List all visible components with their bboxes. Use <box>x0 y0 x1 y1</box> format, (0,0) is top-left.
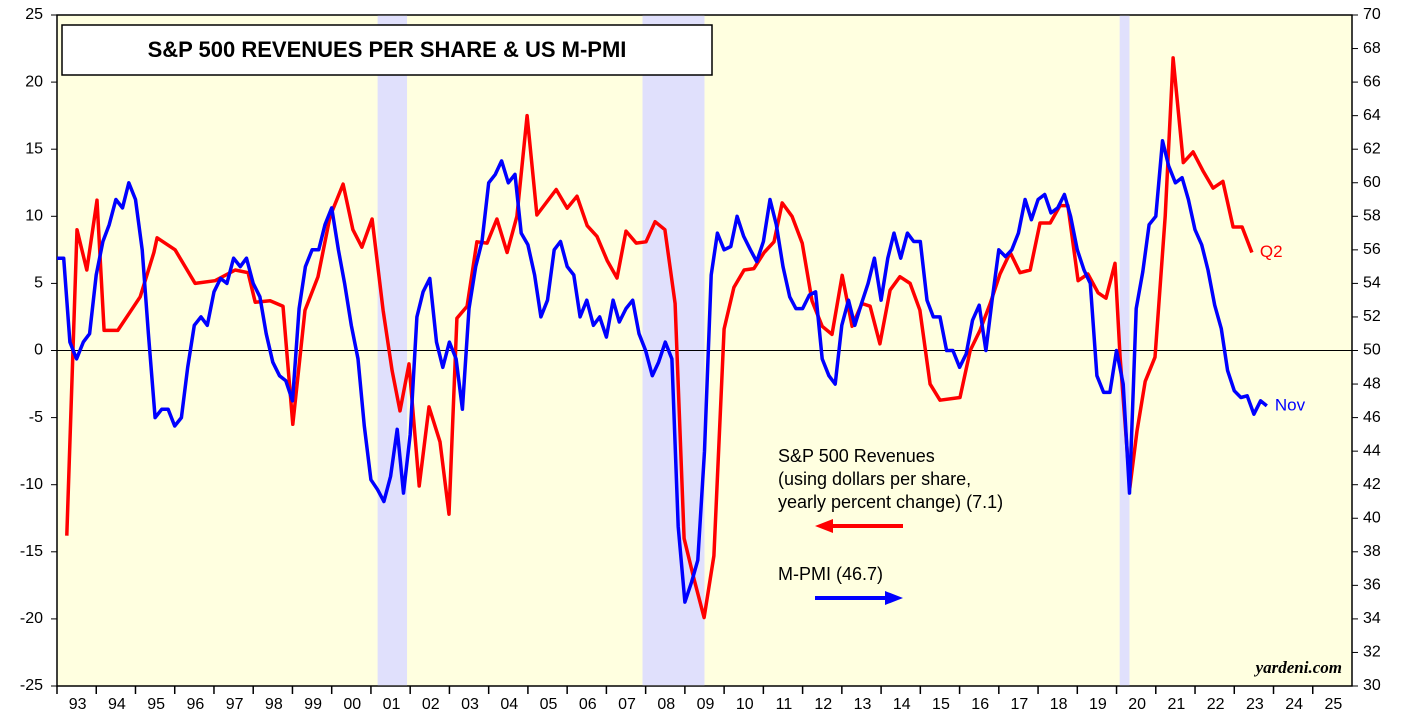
series-line <box>65 56 1254 620</box>
y2-tick-label: 66 <box>1363 73 1381 90</box>
y2-tick-label: 46 <box>1363 409 1381 426</box>
x-tick-label: 05 <box>540 696 558 713</box>
legend-label: M-PMI (46.7) <box>778 564 883 584</box>
y2-tick-label: 58 <box>1363 208 1381 225</box>
x-tick-label: 25 <box>1324 696 1342 713</box>
x-tick-label: 19 <box>1089 696 1107 713</box>
x-tick-label: 13 <box>854 696 872 713</box>
x-tick-label: 12 <box>814 696 832 713</box>
x-tick-label: 02 <box>422 696 440 713</box>
x-tick-label: 08 <box>657 696 675 713</box>
legend-label: yearly percent change) (7.1) <box>778 492 1003 512</box>
y-tick-label: -25 <box>20 677 43 694</box>
end-label: Q2 <box>1260 242 1283 261</box>
end-label: Nov <box>1275 395 1306 414</box>
x-tick-label: 95 <box>147 696 165 713</box>
y2-tick-label: 50 <box>1363 342 1381 359</box>
y-tick-label: 0 <box>34 342 43 359</box>
x-tick-label: 24 <box>1285 696 1303 713</box>
y-tick-label: 5 <box>34 275 43 292</box>
x-tick-label: 03 <box>461 696 479 713</box>
y2-tick-label: 40 <box>1363 509 1381 526</box>
y2-tick-label: 44 <box>1363 442 1381 459</box>
x-tick-label: 97 <box>226 696 244 713</box>
x-tick-label: 06 <box>579 696 597 713</box>
title-box <box>61 24 713 76</box>
y2-tick-label: 38 <box>1363 543 1381 560</box>
x-tick-label: 11 <box>776 696 793 713</box>
x-tick-label: 21 <box>1168 696 1186 713</box>
chart-title: S&P 500 REVENUES PER SHARE & US M-PMI <box>148 37 627 62</box>
x-tick-label: 22 <box>1207 696 1225 713</box>
x-tick-label: 18 <box>1050 696 1068 713</box>
y2-tick-label: 42 <box>1363 476 1381 493</box>
x-tick-label: 96 <box>186 696 204 713</box>
y-tick-label: 15 <box>25 140 43 157</box>
legend-arrowhead <box>885 591 903 605</box>
legend-label: (using dollars per share, <box>778 469 971 489</box>
x-tick-label: 23 <box>1246 696 1264 713</box>
x-tick-label: 15 <box>932 696 950 713</box>
x-tick-label: 09 <box>697 696 715 713</box>
x-tick-label: 17 <box>1011 696 1029 713</box>
legend-arrowhead <box>815 519 833 533</box>
series-line <box>57 139 1268 604</box>
x-tick-label: 16 <box>971 696 989 713</box>
y2-tick-label: 60 <box>1363 174 1381 191</box>
x-tick-label: 01 <box>383 696 401 713</box>
x-tick-label: 00 <box>343 696 361 713</box>
y-tick-label: -10 <box>20 476 43 493</box>
x-tick-label: 20 <box>1128 696 1146 713</box>
y-tick-label: 25 <box>25 6 43 23</box>
y2-tick-label: 34 <box>1363 610 1381 627</box>
x-tick-label: 10 <box>736 696 754 713</box>
watermark: yardeni.com <box>1254 658 1342 677</box>
y2-tick-label: 54 <box>1363 275 1381 292</box>
x-tick-label: 98 <box>265 696 283 713</box>
x-tick-label: 94 <box>108 696 126 713</box>
y2-tick-label: 62 <box>1363 140 1381 157</box>
y2-tick-label: 30 <box>1363 677 1381 694</box>
y-tick-label: -5 <box>29 409 43 426</box>
x-tick-label: 14 <box>893 696 911 713</box>
y2-tick-label: 52 <box>1363 308 1381 325</box>
x-tick-label: 99 <box>304 696 322 713</box>
y-tick-label: 10 <box>25 208 43 225</box>
y2-tick-label: 68 <box>1363 40 1381 57</box>
x-tick-label: 07 <box>618 696 636 713</box>
y-tick-label: -20 <box>20 610 43 627</box>
y2-tick-label: 64 <box>1363 107 1381 124</box>
y-tick-label: -15 <box>20 543 43 560</box>
y2-tick-label: 56 <box>1363 241 1381 258</box>
x-tick-label: 93 <box>69 696 87 713</box>
x-tick-label: 04 <box>500 696 518 713</box>
y-tick-label: 20 <box>25 73 43 90</box>
legend-label: S&P 500 Revenues <box>778 446 935 466</box>
y2-tick-label: 48 <box>1363 375 1381 392</box>
y2-tick-label: 70 <box>1363 6 1381 23</box>
y2-tick-label: 32 <box>1363 644 1381 661</box>
y2-tick-label: 36 <box>1363 577 1381 594</box>
